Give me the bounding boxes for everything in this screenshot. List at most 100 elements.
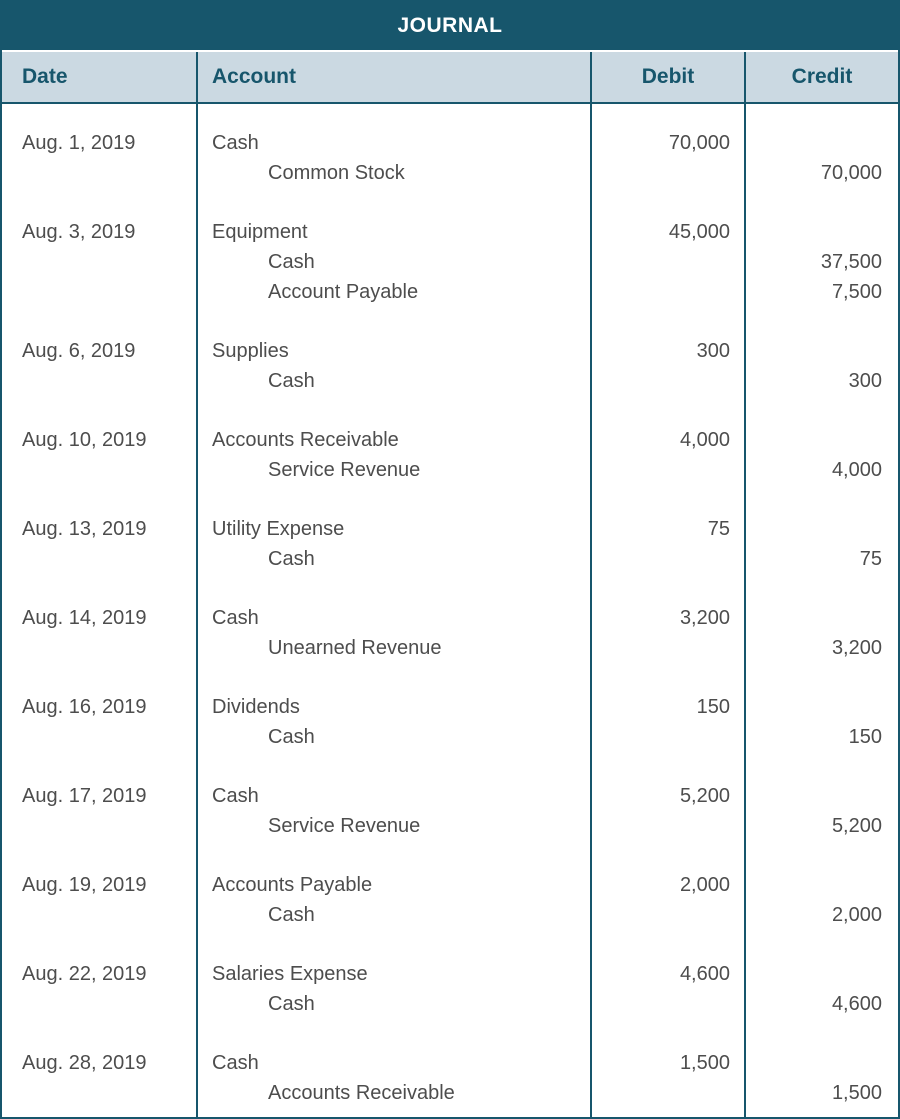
entry-date: Aug. 6, 2019: [22, 339, 136, 362]
column-header-date: Date: [2, 52, 198, 102]
entry-credit-amount: 5,200: [831, 814, 882, 837]
journal-entry-line: Cash 2,000: [2, 900, 898, 930]
entry-credit-amount: 75: [859, 547, 882, 570]
entry-account: Service Revenue: [268, 458, 421, 481]
entry-credit-amount: 4,000: [831, 458, 882, 481]
journal-entry-line: Cash 150: [2, 722, 898, 752]
entry-account: Service Revenue: [268, 814, 421, 837]
journal-entry-line: Aug. 19, 2019 Accounts Payable 2,000: [2, 870, 898, 900]
journal-entry-line: Service Revenue 4,000: [2, 455, 898, 485]
entry-account: Cash: [268, 250, 315, 273]
journal-entry: Aug. 14, 2019 Cash 3,200 Unearned Revenue 3,…: [2, 603, 898, 663]
journal-title: JOURNAL: [397, 14, 503, 37]
journal-entry-line: Unearned Revenue 3,200: [2, 633, 898, 663]
journal-entry: Aug. 16, 2019 Dividends 150 Cash 150: [2, 692, 898, 752]
entry-debit-amount: 5,200: [679, 784, 730, 807]
journal-entry: Aug. 10, 2019 Accounts Receivable 4,000 Ser…: [2, 425, 898, 485]
entry-account: Utility Expense: [212, 517, 345, 540]
column-header-row: Date Account Debit Credit: [2, 52, 898, 104]
journal-entry-line: Aug. 14, 2019 Cash 3,200: [2, 603, 898, 633]
column-header-credit: Credit: [791, 65, 853, 88]
entry-debit-amount: 300: [696, 339, 730, 362]
journal-entry-line: Aug. 3, 2019 Equipment 45,000: [2, 217, 898, 247]
journal-entry-line: Aug. 28, 2019 Cash 1,500: [2, 1048, 898, 1078]
entry-account: Common Stock: [268, 161, 405, 184]
entry-account: Equipment: [212, 220, 308, 243]
entry-date: Aug. 1, 2019: [22, 131, 136, 154]
entry-credit-amount: 4,600: [831, 992, 882, 1015]
journal-entry: Aug. 1, 2019 Cash 70,000 Common Stock 70,000: [2, 128, 898, 188]
entry-date: Aug. 16, 2019: [22, 695, 147, 718]
journal-entry-line: Cash 75: [2, 544, 898, 574]
journal-entry-line: Accounts Receivable 1,500: [2, 1078, 898, 1108]
entry-account: Cash: [268, 992, 315, 1015]
entry-debit-amount: 4,000: [679, 428, 730, 451]
entry-debit-amount: 70,000: [668, 131, 730, 154]
entry-account: Cash: [268, 547, 315, 570]
entry-account: Salaries Expense: [212, 962, 368, 985]
entry-date: Aug. 19, 2019: [22, 873, 147, 896]
journal-entry-line: Aug. 17, 2019 Cash 5,200: [2, 781, 898, 811]
journal-entry-line: Aug. 1, 2019 Cash 70,000: [2, 128, 898, 158]
entry-credit-amount: 7,500: [831, 280, 882, 303]
column-header-debit: Debit: [592, 52, 746, 102]
entry-debit-amount: 2,000: [679, 873, 730, 896]
journal-entries: Aug. 1, 2019 Cash 70,000 Common Stock 70,000…: [2, 104, 898, 1117]
entry-credit-amount: 70,000: [820, 161, 882, 184]
entry-date: Aug. 28, 2019: [22, 1051, 147, 1074]
journal-entry-line: Aug. 13, 2019 Utility Expense 75: [2, 514, 898, 544]
entry-date: Aug. 22, 2019: [22, 962, 147, 985]
journal-entry-line: Aug. 6, 2019 Supplies 300: [2, 336, 898, 366]
entry-debit-amount: 150: [696, 695, 730, 718]
entry-account: Unearned Revenue: [268, 636, 442, 659]
journal-entry-line: Cash 4,600: [2, 989, 898, 1019]
entry-credit-amount: 37,500: [820, 250, 882, 273]
column-header-account: Account: [198, 52, 592, 102]
entry-debit-amount: 75: [707, 517, 730, 540]
entry-credit-amount: 150: [848, 725, 882, 748]
journal-entry: Aug. 22, 2019 Salaries Expense 4,600 Cash 4,…: [2, 959, 898, 1019]
entry-account: Cash: [212, 1051, 259, 1074]
journal-entry-line: Aug. 16, 2019 Dividends 150: [2, 692, 898, 722]
journal-entry-line: Common Stock 70,000: [2, 158, 898, 188]
entry-credit-amount: 300: [848, 369, 882, 392]
entry-credit-amount: 2,000: [831, 903, 882, 926]
entry-date: Aug. 10, 2019: [22, 428, 147, 451]
entry-account: Cash: [212, 131, 259, 154]
entry-account: Dividends: [212, 695, 300, 718]
journal-entry: Aug. 19, 2019 Accounts Payable 2,000 Cash 2,…: [2, 870, 898, 930]
entry-date: Aug. 13, 2019: [22, 517, 147, 540]
entry-debit-amount: 1,500: [679, 1051, 730, 1074]
column-divider-account-debit: [590, 104, 592, 1117]
entry-account: Cash: [268, 369, 315, 392]
entry-date: Aug. 17, 2019: [22, 784, 147, 807]
entry-credit-amount: 1,500: [831, 1081, 882, 1104]
entry-account: Cash: [268, 725, 315, 748]
entry-account: Account Payable: [268, 280, 419, 303]
journal-entry: Aug. 3, 2019 Equipment 45,000 Cash 37,500 Acc…: [2, 217, 898, 307]
column-divider-debit-credit: [744, 104, 746, 1117]
entry-debit-amount: 4,600: [679, 962, 730, 985]
journal-entry: Aug. 6, 2019 Supplies 300 Cash 300: [2, 336, 898, 396]
journal-entry-line: Aug. 22, 2019 Salaries Expense 4,600: [2, 959, 898, 989]
entry-debit-amount: 45,000: [668, 220, 730, 243]
entry-account: Accounts Receivable: [212, 428, 399, 451]
entry-date: Aug. 14, 2019: [22, 606, 147, 629]
entry-account: Cash: [212, 606, 259, 629]
entry-account: Accounts Receivable: [268, 1081, 455, 1104]
journal-entry-line: Aug. 10, 2019 Accounts Receivable 4,000: [2, 425, 898, 455]
entry-date: Aug. 3, 2019: [22, 220, 136, 243]
column-divider-date-account: [196, 104, 198, 1117]
entry-account: Supplies: [212, 339, 289, 362]
entry-credit-amount: 3,200: [831, 636, 882, 659]
journal-entry-line: Account Payable 7,500: [2, 277, 898, 307]
journal-title-bar: JOURNAL: [2, 2, 898, 52]
entry-account: Cash: [268, 903, 315, 926]
entry-debit-amount: 3,200: [679, 606, 730, 629]
journal-entry-line: Service Revenue 5,200: [2, 811, 898, 841]
journal-entry-line: Cash 300: [2, 366, 898, 396]
journal-entry: Aug. 13, 2019 Utility Expense 75 Cash 75: [2, 514, 898, 574]
journal-entry: Aug. 28, 2019 Cash 1,500 Accounts Receivabl…: [2, 1048, 898, 1108]
entry-account: Accounts Payable: [212, 873, 373, 896]
